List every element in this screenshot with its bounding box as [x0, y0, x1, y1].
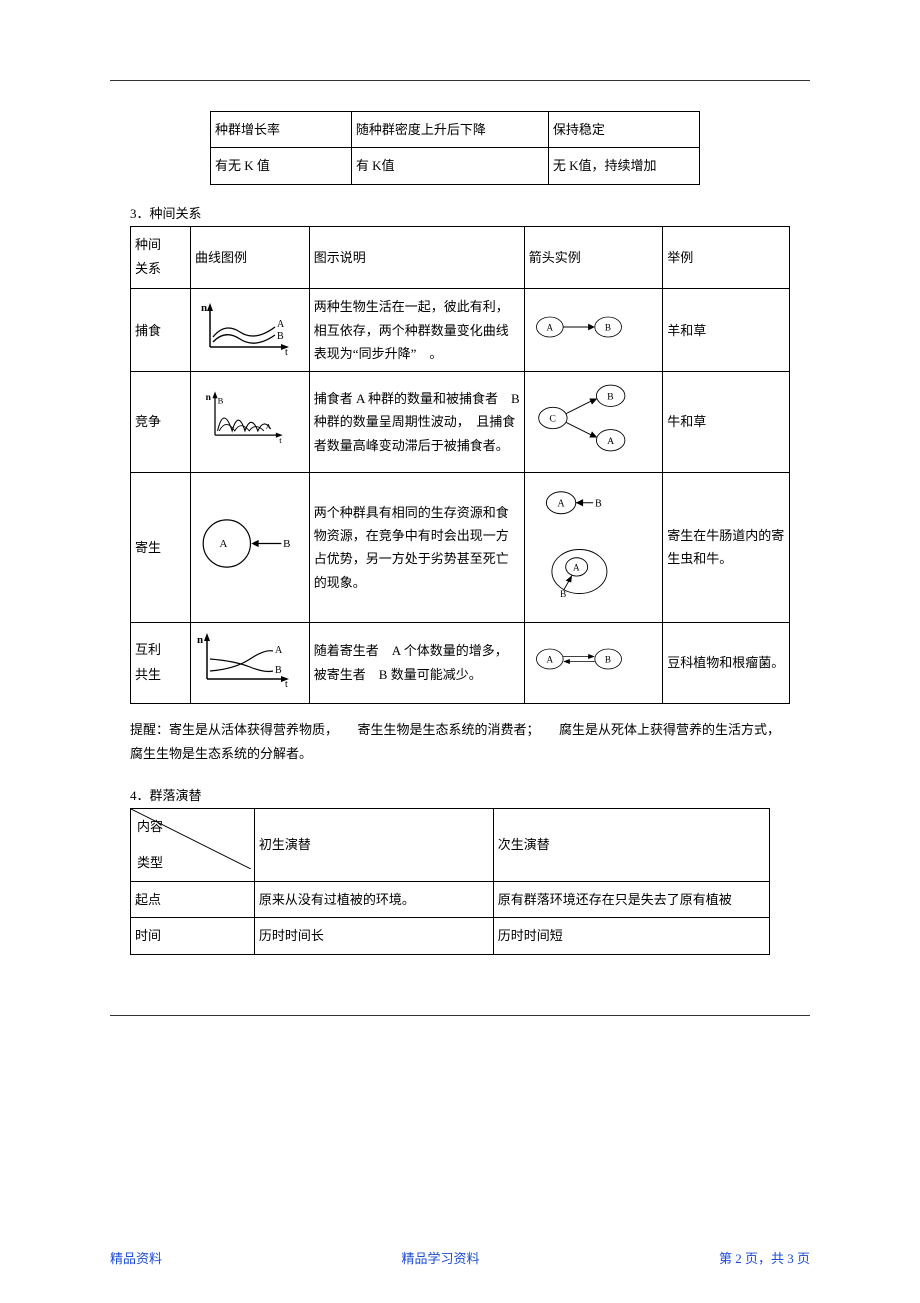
- svg-text:A: A: [546, 654, 553, 664]
- curve-icon: n B t A: [195, 388, 295, 448]
- rule-top: [110, 80, 810, 81]
- svg-text:B: B: [605, 654, 611, 664]
- rel-desc: 两种生物生活在一起，彼此有利，相互依存，两个种群数量变化曲线表现为“同步升降” …: [309, 289, 524, 372]
- table-row: 竞争 n B t A 捕食者 A 种群的数量和被捕食者 B 种群的数量呈周期性波…: [131, 372, 790, 472]
- footer-right: 第 2 页，共 3 页: [719, 1248, 810, 1267]
- curve-diagram: n t A B: [191, 289, 310, 372]
- rel-example: 羊和草: [663, 289, 790, 372]
- rel-name: 捕食: [131, 289, 191, 372]
- rel-desc: 两个种群具有相同的生存资源和食物资源，在竞争中有时会出现一方占优势，另一方处于劣…: [309, 472, 524, 622]
- svg-text:A: A: [220, 538, 228, 550]
- slash-header: 内容 类型: [131, 808, 255, 881]
- table-row: 内容 类型 初生演替 次生演替: [131, 808, 770, 881]
- svg-text:B: B: [607, 392, 614, 403]
- svg-text:B: B: [275, 665, 282, 676]
- col-header: 种间关系: [131, 226, 191, 288]
- col-header: 曲线图例: [191, 226, 310, 288]
- footer-left: 精品资料: [110, 1248, 162, 1267]
- curve-diagram: n t A B: [191, 623, 310, 703]
- arrow-diagram: C B A: [524, 372, 663, 472]
- curve-icon: n t A B: [195, 629, 295, 689]
- arrow-diagram: A B: [524, 623, 663, 703]
- table-row: 时间 历时时间长 历时时间短: [131, 918, 770, 954]
- table-relations: 种间关系 曲线图例 图示说明 箭头实例 举例 捕食 n t A: [130, 226, 790, 704]
- curve-diagram: n B t A: [191, 372, 310, 472]
- table-row: 互利共生 n t A B 随着寄生者 A 个体数量的增多， 被寄生者 B 数量可…: [131, 623, 790, 703]
- col-header: 图示说明: [309, 226, 524, 288]
- page: 种群增长率 随种群密度上升后下降 保持稳定 有无 K 值 有 K值 无 K值，持…: [0, 0, 920, 1303]
- svg-text:t: t: [285, 347, 288, 357]
- arrow-icon: C B A: [529, 378, 639, 458]
- rel-example: 牛和草: [663, 372, 790, 472]
- cell: 有无 K 值: [211, 148, 352, 184]
- svg-text:n: n: [201, 302, 207, 314]
- table-row: 种群增长率 随种群密度上升后下降 保持稳定: [211, 112, 700, 148]
- svg-text:B: B: [277, 331, 284, 342]
- note-text: 提醒：寄生是从活体获得营养物质， 寄生生物是生态系统的消费者； 腐生是从死体上获…: [130, 718, 790, 767]
- cell: 时间: [131, 918, 255, 954]
- curve-diagram: A B: [191, 472, 310, 622]
- rel-desc: 捕食者 A 种群的数量和被捕食者 B 种群的数量呈周期性波动， 且捕食者数量高峰…: [309, 372, 524, 472]
- cell: 有 K值: [351, 148, 548, 184]
- table-header-row: 种间关系 曲线图例 图示说明 箭头实例 举例: [131, 226, 790, 288]
- slash-bot-label: 类型: [137, 851, 163, 874]
- arrow-icon: A B: [529, 297, 629, 357]
- arrow-icon: A B: [529, 629, 629, 689]
- table-row: 寄生 A B 两个种群具有相同的生存资源和食物资源，在竞争中有时会出现一方占优势…: [131, 472, 790, 622]
- table-row: 捕食 n t A B 两种生物生活在一起，彼此有利，相互依存，两个种群数量变化曲…: [131, 289, 790, 372]
- cell: 原来从没有过植被的环境。: [254, 881, 493, 917]
- svg-text:t: t: [279, 435, 282, 445]
- svg-text:A: A: [275, 645, 283, 656]
- svg-text:A: A: [266, 422, 272, 431]
- arrow-diagram: A B: [524, 289, 663, 372]
- col-header: 初生演替: [254, 808, 493, 881]
- rel-example: 寄生在牛肠道内的寄生虫和牛。: [663, 472, 790, 622]
- svg-text:B: B: [605, 322, 611, 332]
- cell: 随种群密度上升后下降: [351, 112, 548, 148]
- svg-text:n: n: [206, 393, 212, 403]
- curve-icon: n t A B: [195, 297, 295, 357]
- svg-text:A: A: [607, 436, 614, 447]
- footer-mid: 精品学习资料: [401, 1248, 479, 1267]
- svg-text:n: n: [197, 634, 203, 646]
- slash-top-label: 内容: [137, 815, 163, 838]
- arrow-icon: A B: [195, 501, 295, 586]
- cell: 无 K值，持续增加: [548, 148, 699, 184]
- col-header: 举例: [663, 226, 790, 288]
- arrow-diagram: A B A B: [524, 472, 663, 622]
- rel-example: 豆科植物和根瘤菌。: [663, 623, 790, 703]
- rel-desc: 随着寄生者 A 个体数量的增多， 被寄生者 B 数量可能减少。: [309, 623, 524, 703]
- svg-text:B: B: [595, 498, 602, 509]
- col-header: 次生演替: [493, 808, 769, 881]
- cell: 原有群落环境还存在只是失去了原有植被: [493, 881, 769, 917]
- rel-name: 竞争: [131, 372, 191, 472]
- svg-text:A: A: [573, 562, 580, 572]
- cell: 历时时间长: [254, 918, 493, 954]
- rel-name: 寄生: [131, 472, 191, 622]
- arrow-icon: A B A B: [529, 479, 639, 609]
- cell: 起点: [131, 881, 255, 917]
- section4-title: 4．群落演替: [130, 785, 810, 804]
- cell: 历时时间短: [493, 918, 769, 954]
- svg-text:B: B: [218, 396, 224, 406]
- svg-text:A: A: [546, 322, 553, 332]
- col-header: 箭头实例: [524, 226, 663, 288]
- svg-text:B: B: [560, 589, 566, 599]
- svg-text:t: t: [285, 679, 288, 689]
- svg-text:A: A: [277, 319, 285, 330]
- table-succession: 内容 类型 初生演替 次生演替 起点 原来从没有过植被的环境。 原有群落环境还存…: [130, 808, 770, 955]
- table-row: 起点 原来从没有过植被的环境。 原有群落环境还存在只是失去了原有植被: [131, 881, 770, 917]
- svg-text:B: B: [283, 538, 290, 550]
- table-growth: 种群增长率 随种群密度上升后下降 保持稳定 有无 K 值 有 K值 无 K值，持…: [210, 111, 700, 185]
- svg-text:A: A: [557, 498, 565, 509]
- cell: 保持稳定: [548, 112, 699, 148]
- svg-text:C: C: [549, 414, 556, 425]
- table-row: 有无 K 值 有 K值 无 K值，持续增加: [211, 148, 700, 184]
- page-footer: 精品资料 精品学习资料 第 2 页，共 3 页: [110, 1248, 810, 1267]
- cell: 种群增长率: [211, 112, 352, 148]
- rule-bottom: [110, 1015, 810, 1016]
- rel-name: 互利共生: [131, 623, 191, 703]
- section3-title: 3．种间关系: [130, 203, 810, 222]
